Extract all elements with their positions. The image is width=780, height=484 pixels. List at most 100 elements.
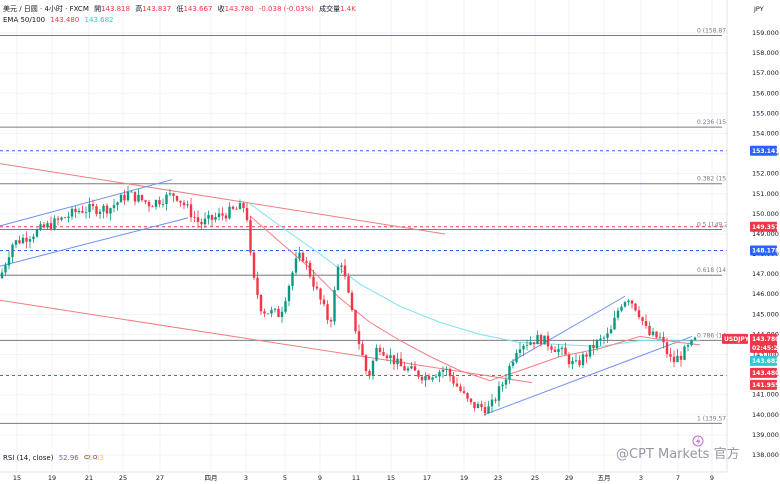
candle-body-84	[294, 258, 298, 273]
price-tick-8: 151.000	[752, 190, 779, 198]
candle-body-173	[606, 333, 609, 338]
candle-body-140	[490, 399, 494, 407]
candle-body-158	[553, 349, 557, 352]
price-tick-7: 152.000	[752, 170, 779, 178]
candle-body-57	[200, 221, 203, 225]
candle-body-22	[77, 210, 81, 213]
candles	[0, 185, 697, 417]
candle-body-155	[543, 335, 546, 345]
candle-body-38	[133, 191, 137, 202]
fib-label-0: 0 (158.874)	[697, 28, 732, 35]
candle-body-162	[567, 354, 571, 365]
candle-body-117	[410, 366, 413, 369]
current-price-bg	[750, 333, 777, 353]
candle-body-90	[315, 286, 319, 289]
candle-body-181	[634, 303, 637, 311]
candle-body-35	[123, 194, 126, 201]
price-tick-20: 139.000	[752, 431, 779, 439]
fib-label-6: 1 (139.573)	[697, 415, 732, 422]
candle-body-32	[112, 205, 116, 209]
legend-symbol: 美元 / 日圆 · 4小时 · FXCM 開143.818 高143.837 低…	[3, 4, 356, 13]
symbol-tag-bg	[722, 333, 748, 344]
rsi-eye-icon[interactable]	[84, 454, 90, 459]
candle-body-9	[32, 236, 35, 240]
candle-body-135	[473, 402, 476, 409]
candle-body-112	[392, 355, 396, 365]
candle-body-196	[686, 345, 690, 347]
candle-body-49	[172, 193, 175, 196]
candle-body-197	[690, 339, 693, 346]
candle-body-45	[158, 200, 161, 205]
level-tag-bg-1	[750, 221, 777, 232]
current-price-tag: 143.780	[752, 336, 779, 343]
time-tick-18: 7	[676, 474, 680, 482]
countdown-tag: 02:45:29	[752, 345, 780, 352]
candle-body-67	[235, 208, 238, 210]
candle-body-191	[669, 354, 672, 357]
level-tag-bg-2	[750, 245, 777, 256]
candle-body-30	[105, 205, 109, 214]
ema50-tag-bg	[750, 367, 777, 378]
candle-body-152	[532, 342, 536, 345]
candle-body-93	[326, 304, 329, 320]
candle-body-175	[613, 317, 616, 330]
candle-body-189	[662, 336, 665, 343]
candle-body-121	[424, 376, 427, 381]
candle-body-13	[46, 223, 49, 228]
candle-body-82	[287, 285, 291, 302]
candle-body-193	[676, 355, 679, 363]
candle-body-147	[515, 352, 518, 363]
candle-body-69	[242, 203, 245, 209]
candle-body-105	[368, 371, 371, 376]
candle-body-156	[546, 335, 550, 347]
candle-body-96	[336, 266, 340, 291]
candle-body-108	[378, 347, 382, 353]
candle-body-74	[259, 294, 263, 312]
rsi-settings-icon[interactable]	[93, 454, 98, 459]
candle-body-160	[560, 347, 564, 349]
candle-body-58	[203, 218, 207, 225]
trend-lines	[0, 163, 693, 416]
candle-body-146	[511, 362, 515, 366]
time-tick-1: 19	[48, 474, 56, 482]
candle-body-97	[340, 265, 343, 267]
level-tag-0: 153.141	[752, 148, 779, 155]
ema50-line	[249, 215, 701, 382]
candle-body-65	[228, 206, 231, 219]
candle-body-170	[595, 340, 599, 349]
candle-body-188	[658, 336, 662, 338]
candle-body-56	[196, 217, 200, 222]
candle-body-14	[49, 223, 53, 230]
candle-body-15	[53, 218, 56, 230]
candle-body-138	[483, 407, 487, 414]
time-tick-11: 17	[423, 474, 431, 482]
candle-body-124	[434, 376, 438, 378]
price-axis[interactable]	[727, 0, 780, 472]
candle-body-100	[350, 292, 354, 311]
trend-line-3	[0, 217, 189, 267]
level-tag-2: 148.178	[752, 248, 779, 255]
candle-body-141	[494, 399, 497, 401]
candle-body-150	[525, 344, 529, 346]
candle-body-187	[655, 331, 658, 338]
price-tick-10: 149.000	[752, 230, 779, 238]
time-tick-2: 21	[85, 474, 93, 482]
candle-body-130	[455, 383, 459, 387]
time-tick-17: 3	[639, 474, 643, 482]
lightning-icon[interactable]	[692, 435, 704, 447]
trend-line-5	[509, 295, 626, 363]
price-tick-21: 138.000	[752, 451, 779, 459]
candle-body-192	[672, 356, 676, 363]
candle-body-94	[329, 319, 333, 322]
candle-body-172	[602, 337, 606, 339]
candle-body-28	[98, 211, 102, 214]
candle-body-80	[280, 311, 284, 318]
time-tick-16: 五月	[598, 474, 611, 482]
candle-body-64	[224, 215, 228, 219]
candle-body-122	[427, 376, 431, 380]
price-tick-0: 159.000	[752, 29, 779, 37]
candle-body-59	[207, 215, 210, 219]
candle-body-20	[70, 208, 74, 217]
candle-body-127	[445, 368, 448, 370]
